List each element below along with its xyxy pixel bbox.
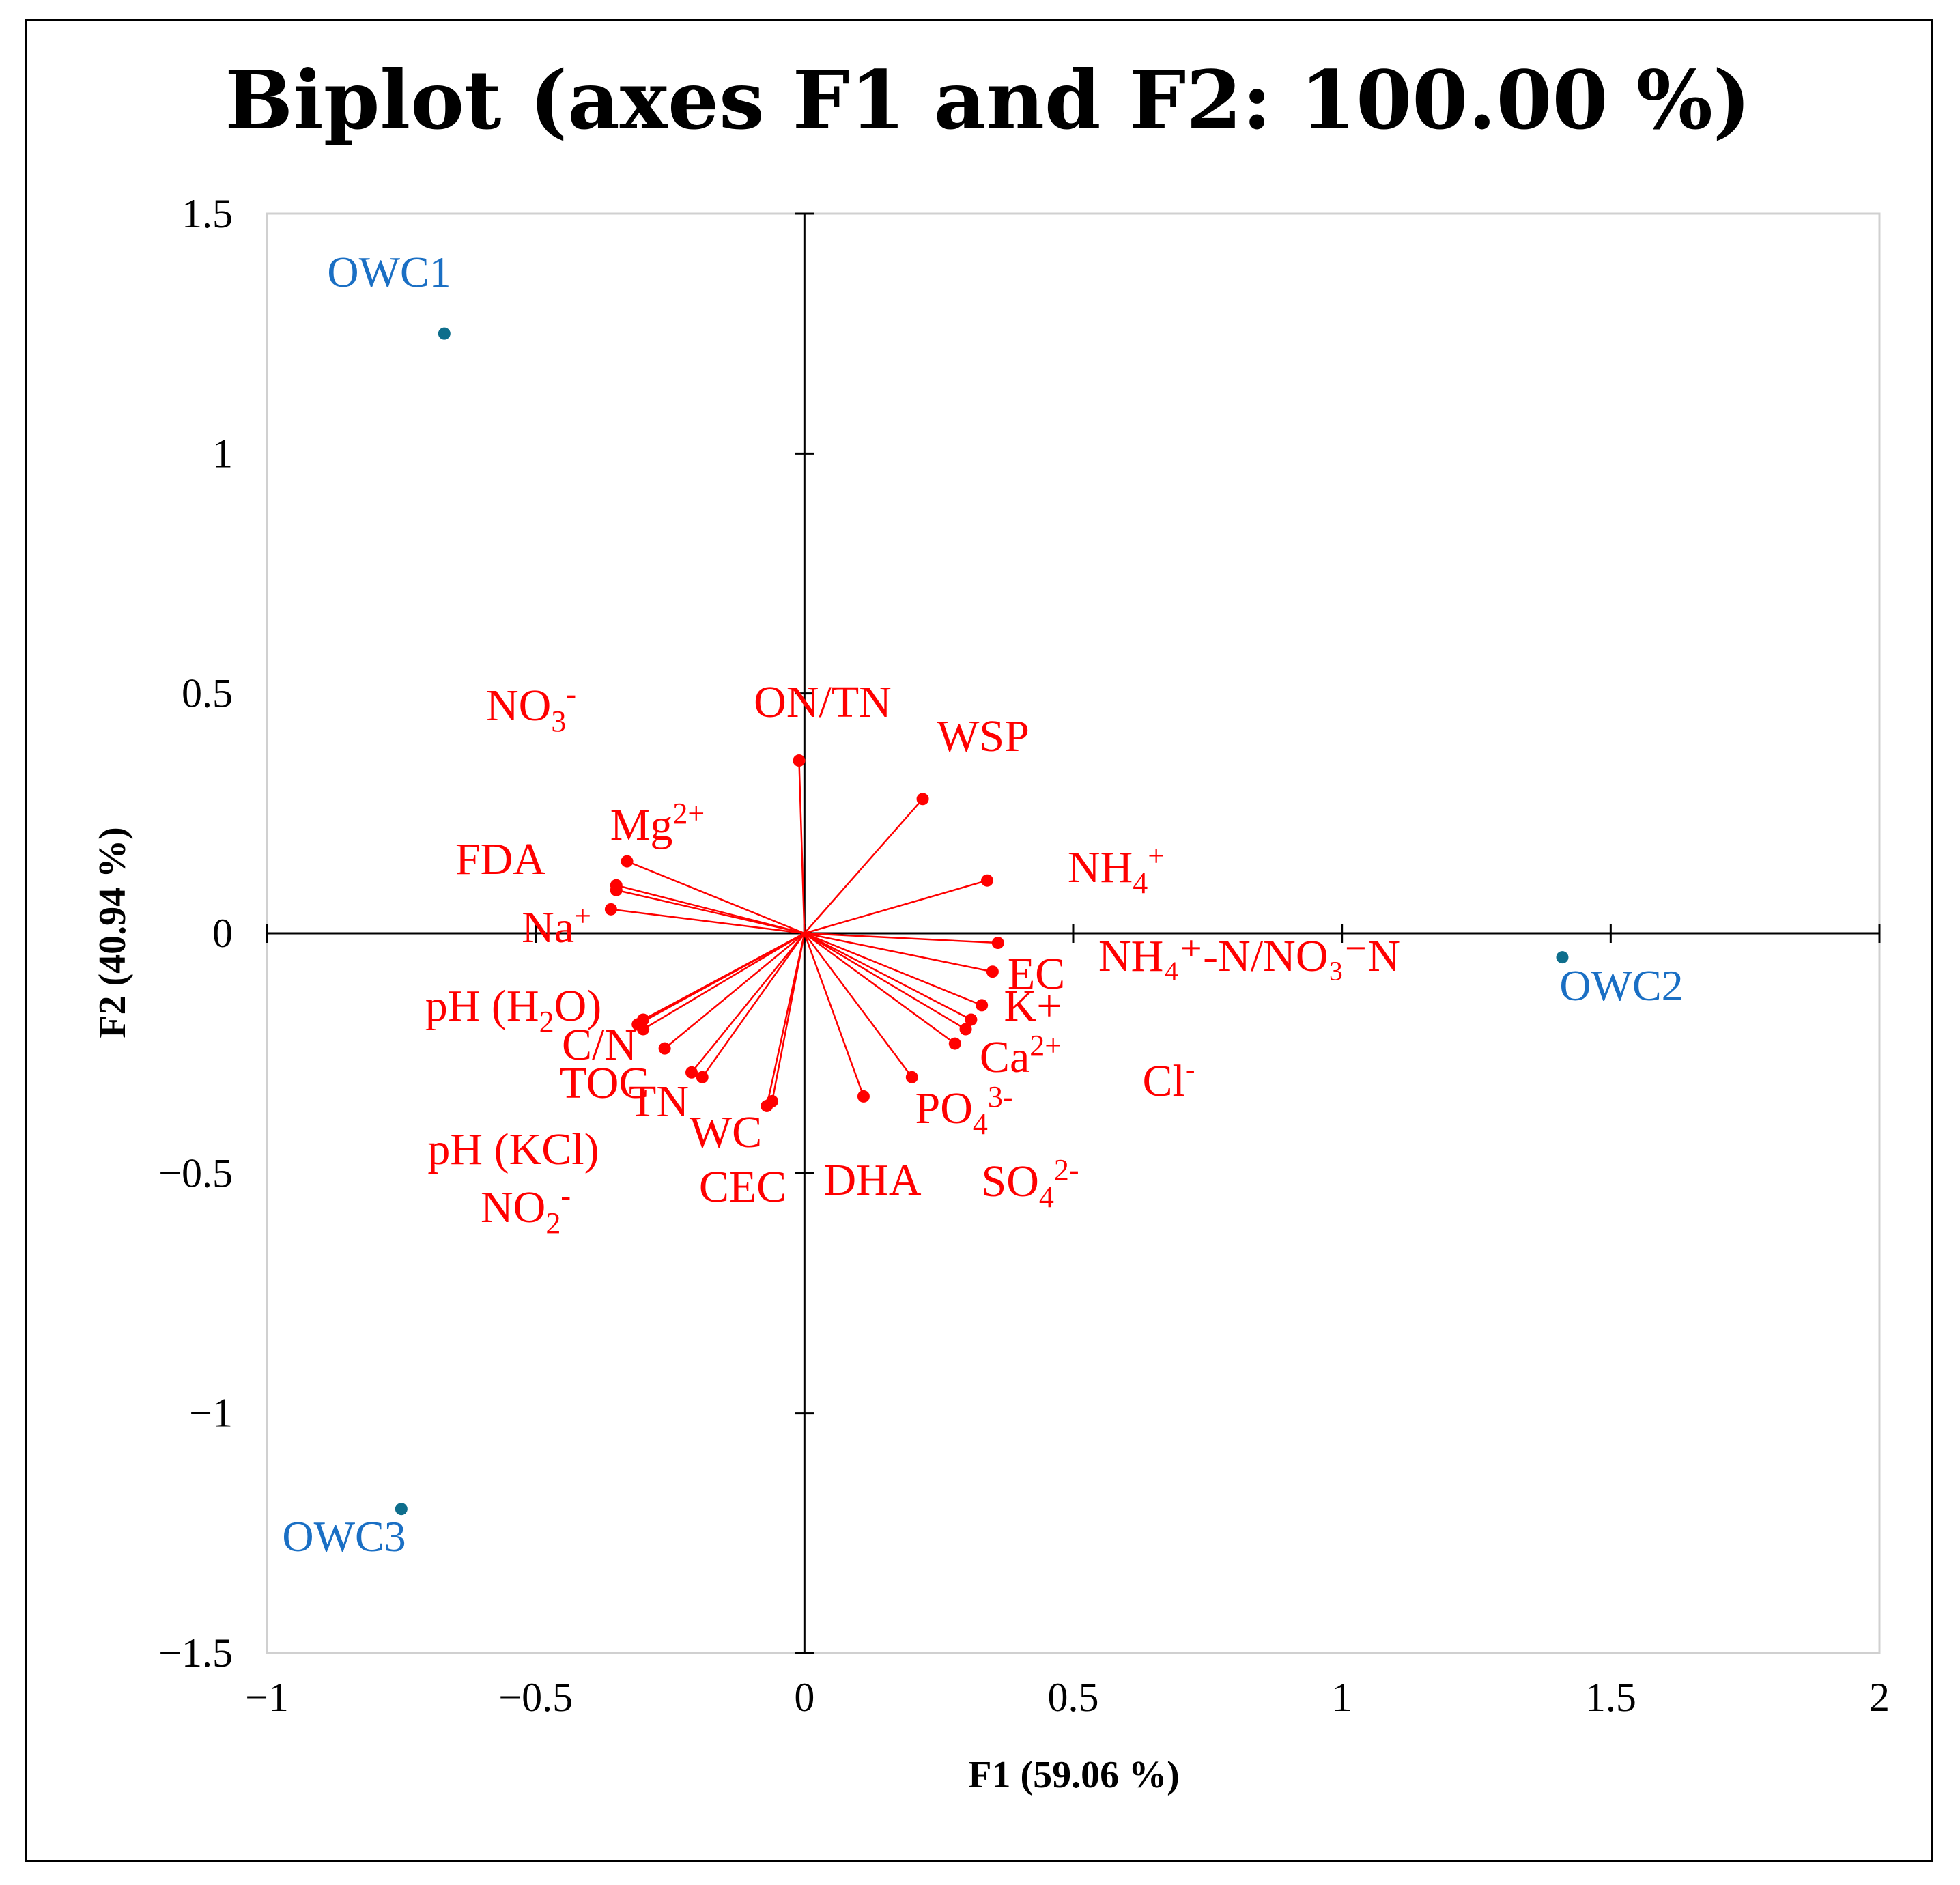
x-tick-label: 2 [1869,1675,1890,1720]
tick-labels: −1 −0.5 0 0.5 1 1.5 2 1.5 1 0.5 0 −0.5 −1 −1.5 [158,191,1890,1720]
variable-vector [642,932,805,1030]
variable-point [610,883,623,896]
y-axis-label: F2 (40.94 %) [91,827,134,1038]
variable-point [991,937,1004,950]
variable-vector [804,932,998,944]
chart-title: Biplot (axes F1 and F2: 100.00 %) [225,53,1750,147]
chart-frame [25,19,1933,1862]
variable-label: ON/TN [754,677,892,727]
variable-point [637,1023,650,1036]
x-tick-label: −0.5 [498,1675,573,1720]
variable-label: Cl- [1142,1053,1195,1106]
variable-vector [627,860,805,935]
x-axis-label: F1 (59.06 %) [968,1754,1180,1796]
variable-vector [664,933,806,1049]
variable-point [761,1099,773,1112]
variable-vectors [604,754,1004,1112]
x-tick-label: 0 [794,1675,814,1720]
variable-vector [804,932,971,1021]
variable-label: NO3- [486,677,576,738]
variable-vector [804,932,956,1045]
variable-point [685,1066,698,1079]
variable-vector [804,932,967,1030]
variable-vector [804,933,865,1097]
axes [266,212,1881,1654]
variable-label: NH4+ [1068,839,1165,900]
variable-label: Mg2+ [610,797,705,850]
y-tick-label: 0 [212,911,233,956]
variable-label: NH₄⁺-N/NO₃⁻N [1098,931,1400,981]
variable-vector [637,932,805,1025]
variable-vector [765,933,806,1107]
variable-label: K+ [1004,981,1062,1031]
variable-point [857,1090,870,1103]
x-tick-label: 1.5 [1585,1675,1636,1720]
variable-vector [804,933,913,1078]
variable-label: DHA [824,1155,922,1205]
variable-label: C/N [562,1020,637,1070]
variable-vector [804,932,993,973]
variable-vector [610,908,805,935]
y-tick-label: 0.5 [182,671,233,716]
variable-point [916,793,929,806]
variable-point [986,965,999,978]
y-tick-label: −1.5 [158,1630,233,1675]
variable-point [905,1071,918,1083]
variable-label: Ca2+ [980,1029,1062,1082]
variable-label: WC [690,1107,762,1157]
variable-label: PO43- [915,1080,1012,1141]
variable-vector [798,761,806,934]
x-tick-label: −1 [245,1675,289,1720]
variable-label: CEC [699,1162,786,1212]
variable-label: WSP [937,711,1029,761]
variable-vector [804,932,982,1006]
variable-label: TOC [560,1058,649,1108]
variable-vector [701,933,806,1078]
variable-point [959,1023,972,1036]
x-tick-label: 1 [1332,1675,1352,1720]
variable-point [621,855,634,868]
variable-label: Na+ [522,899,591,952]
variable-label: NO2- [481,1179,571,1240]
observation-point [438,327,451,340]
variable-point [965,1013,978,1026]
variable-point [948,1037,961,1050]
y-tick-label: −1 [189,1391,233,1436]
observation-label: OWC3 [282,1512,406,1561]
observation-point [1556,951,1569,964]
variable-vector [616,889,805,935]
observation-point [395,1503,408,1516]
y-tick-label: 1 [212,431,233,476]
variable-point [793,754,806,767]
variable-label: SO42- [981,1153,1079,1214]
x-tick-label: 0.5 [1048,1675,1099,1720]
observation-label: OWC2 [1559,961,1683,1010]
variable-label: EC [1008,949,1065,999]
variable-label: pH (KCl) [427,1124,599,1174]
variable-vector [804,879,988,935]
variable-point [696,1071,709,1083]
variable-point [604,903,617,916]
variable-labels: ON/TN WSP Mg2+ FDA Na+ NO3- NH4+ NH₄⁺-N/NO₃⁻N EC… [425,677,1400,1240]
observation-points: OWC1 OWC2 OWC3 [282,248,1683,1561]
variable-label: FDA [455,834,545,884]
variable-point [981,874,994,887]
variable-point [976,999,989,1012]
variable-point [658,1042,671,1055]
y-tick-label: 1.5 [182,191,233,236]
variable-label: pH (H2O) [425,981,601,1038]
observation-label: OWC1 [327,248,451,296]
variable-vector [691,933,806,1073]
variable-label: TN [629,1077,689,1126]
y-tick-label: −0.5 [158,1150,233,1195]
variable-vector [804,798,924,934]
